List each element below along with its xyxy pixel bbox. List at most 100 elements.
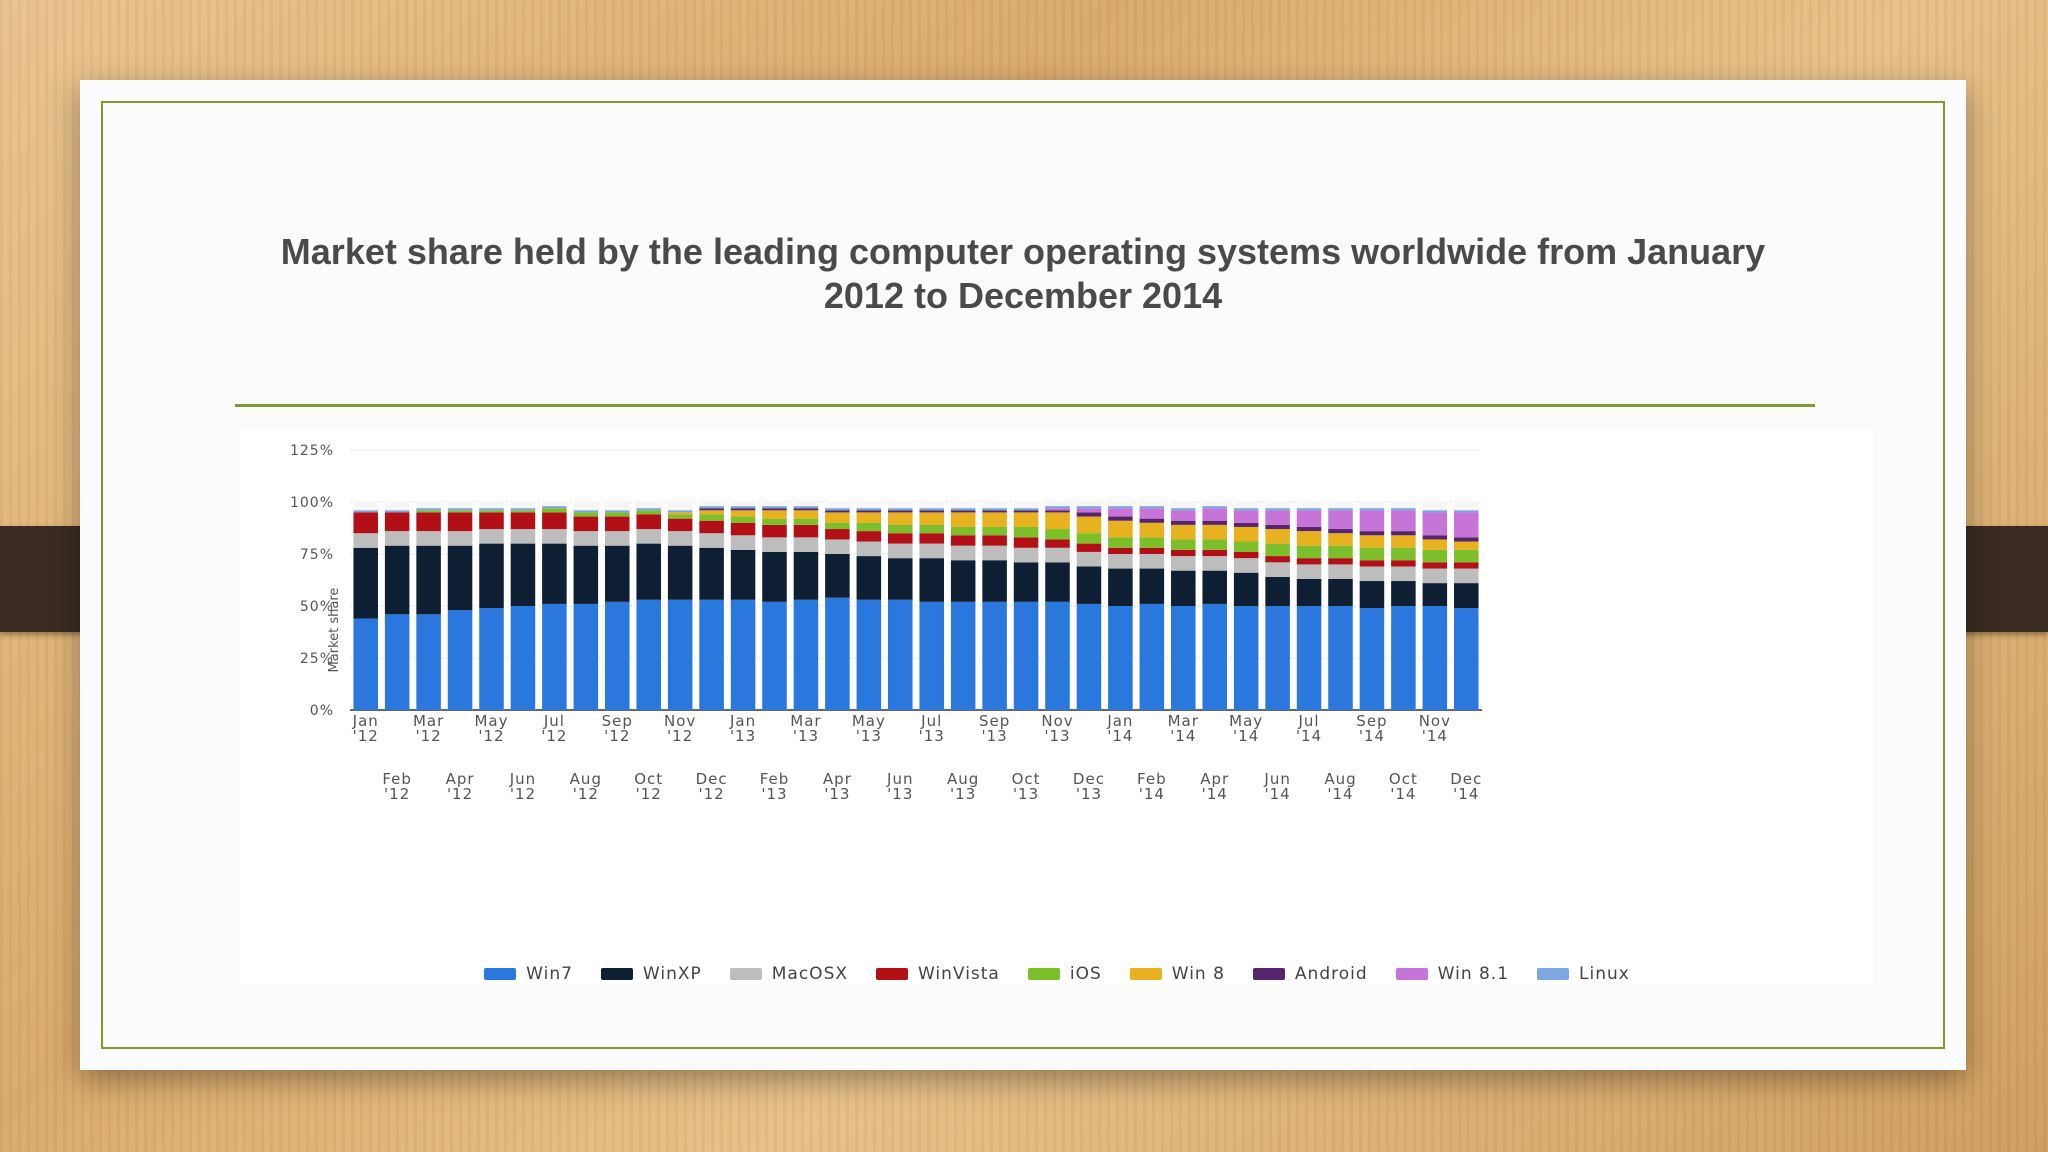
legend-item[interactable]: WinVista — [876, 964, 1000, 984]
bar-segment-winxp — [1108, 568, 1133, 606]
bar-segment-linux — [636, 508, 661, 511]
bar-segment-linux — [919, 508, 944, 511]
bar-segment-win-8 — [1108, 520, 1133, 538]
bar-segment-winvista — [793, 524, 819, 538]
x-tick-sublabel: '13 — [1013, 785, 1039, 803]
x-tick-sublabel: '12 — [416, 727, 442, 745]
bar-segment-macosx — [793, 537, 819, 552]
x-tick-label: Dec — [1073, 770, 1105, 788]
bar-segment-winvista — [950, 535, 976, 546]
x-tick-label: Jan — [1106, 712, 1133, 730]
bar-segment-linux — [573, 510, 599, 513]
bar-segment-win-8-1 — [1359, 510, 1385, 532]
y-axis-title: Market share — [327, 588, 342, 673]
legend-swatch — [729, 968, 762, 980]
legend-swatch — [1252, 968, 1285, 980]
x-tick-sublabel: '14 — [1422, 727, 1448, 745]
bar-segment-winxp — [510, 543, 536, 606]
bar-segment-win7 — [573, 603, 599, 710]
title-underline — [235, 404, 1815, 407]
bar-segment-macosx — [888, 543, 913, 559]
bar-segment-win7 — [479, 608, 504, 710]
bar-segment-win7 — [699, 599, 724, 710]
x-tick-label: May — [474, 712, 508, 730]
bar-segment-winxp — [1328, 578, 1353, 606]
x-tick-label: Jan — [352, 712, 379, 730]
legend-label: Linux — [1579, 964, 1630, 984]
x-tick-label: Jun — [509, 770, 536, 788]
bar-segment-winxp — [730, 549, 756, 600]
bar-segment-macosx — [825, 539, 850, 554]
bar-segment-ios — [636, 510, 661, 515]
bar-segment-android — [1202, 520, 1227, 525]
bar-segment-win-8 — [730, 510, 756, 517]
bar-segment-win-8 — [856, 512, 882, 523]
legend-label: Android — [1294, 964, 1368, 984]
legend-item[interactable]: WinXP — [600, 964, 702, 984]
bar-segment-winvista — [1265, 556, 1290, 563]
legend-swatch — [484, 968, 517, 980]
bar-segment-win-8 — [1391, 535, 1416, 548]
bar-segment-winxp — [950, 560, 976, 602]
bar-segment-win7 — [416, 614, 441, 710]
x-tick-label: Apr — [446, 770, 475, 788]
x-tick-sublabel: '13 — [950, 785, 976, 803]
bar-segment-winvista — [1013, 537, 1039, 548]
bar-segment-linux — [730, 506, 756, 509]
bar-segment-ios — [1233, 541, 1259, 552]
bar-segment-win7 — [384, 614, 410, 710]
bar-segment-win-8 — [1045, 512, 1070, 530]
bar-segment-win-8 — [1233, 526, 1259, 542]
x-tick-sublabel: '12 — [667, 727, 693, 745]
bar-segment-ios — [699, 514, 724, 521]
bar-segment-winxp — [982, 560, 1007, 602]
x-tick-sublabel: '13 — [824, 785, 850, 803]
legend-item[interactable]: Android — [1252, 964, 1368, 984]
x-tick-sublabel: '13 — [919, 727, 945, 745]
x-tick-label: Jul — [1298, 712, 1320, 730]
bar-segment-android — [730, 508, 756, 511]
bar-segment-ios — [762, 518, 787, 525]
bar-segment-win7 — [856, 599, 882, 710]
bar-segment-win7 — [605, 601, 630, 710]
x-tick-label: Mar — [413, 712, 444, 730]
bar-segment-ios — [825, 522, 850, 530]
x-tick-sublabel: '12 — [636, 785, 662, 803]
legend-swatch — [1537, 968, 1570, 980]
legend-item[interactable]: Win 8.1 — [1395, 964, 1509, 984]
bar-segment-ios — [416, 510, 441, 513]
legend-item[interactable]: MacOSX — [729, 964, 848, 984]
legend-swatch — [876, 968, 908, 980]
legend-item[interactable]: Win 8 — [1129, 964, 1225, 984]
bar-segment-linux — [542, 506, 567, 509]
legend-item[interactable]: iOS — [1027, 964, 1102, 984]
chart-legend: Win7 WinXP MacOSX WinVista iOS Win 8 Android Wi… — [240, 964, 1874, 984]
x-tick-sublabel: '13 — [887, 785, 913, 803]
bar-segment-winxp — [699, 547, 724, 600]
bar-segment-win-8 — [1265, 529, 1290, 544]
bar-segment-win7 — [510, 606, 536, 710]
bar-segment-win7 — [1265, 606, 1290, 710]
bar-segment-macosx — [1108, 554, 1133, 569]
y-tick-label: 75% — [300, 547, 334, 563]
x-tick-sublabel: '12 — [541, 727, 567, 745]
legend-item[interactable]: Linux — [1537, 964, 1630, 984]
bar-segment-linux — [1359, 508, 1385, 511]
bar-segment-macosx — [919, 543, 944, 559]
bar-segment-macosx — [1422, 568, 1448, 584]
bar-segment-winvista — [353, 512, 378, 534]
x-tick-sublabel: '14 — [1139, 785, 1165, 803]
x-tick-sublabel: '12 — [384, 785, 410, 803]
bar-segment-macosx — [636, 529, 661, 544]
y-tick-label: 25% — [300, 651, 334, 667]
bar-segment-win7 — [1233, 606, 1259, 710]
bar-segment-android — [1108, 516, 1133, 521]
bar-segment-winxp — [636, 543, 661, 600]
legend-item[interactable]: Win7 — [484, 964, 573, 984]
x-tick-sublabel: '14 — [1327, 785, 1353, 803]
bar-segment-winvista — [636, 514, 661, 530]
bar-segment-winvista — [667, 518, 693, 532]
bar-segment-linux — [1233, 508, 1259, 511]
legend-swatch — [1027, 968, 1060, 980]
bar-segment-win7 — [667, 599, 693, 710]
